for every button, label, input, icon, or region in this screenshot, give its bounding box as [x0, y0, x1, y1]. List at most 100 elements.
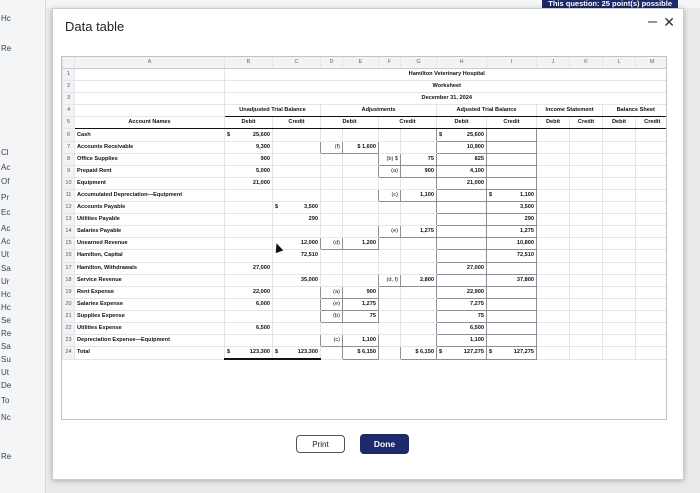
table-row: 15 Unearned Revenue 12,000 (d) 1,200 10,800: [62, 237, 666, 251]
amount: 10,900: [466, 143, 484, 150]
adjusted-debit: [436, 201, 487, 215]
empty-cell: [536, 334, 570, 348]
report-name: Worksheet: [224, 80, 666, 94]
column-header: B: [224, 57, 273, 69]
empty-cell: [569, 298, 603, 311]
empty-cell: [569, 249, 603, 263]
adjusted-debit: [436, 273, 487, 287]
empty-cell: [536, 298, 570, 311]
cell: [74, 92, 225, 106]
unadjusted-credit: [272, 334, 321, 348]
background-side-label: Hc: [1, 290, 11, 299]
account-name: Rent Expense: [74, 286, 225, 299]
done-button[interactable]: Done: [360, 434, 409, 454]
debit-header: Debit: [436, 116, 487, 130]
adjustment-debit-ref: [320, 201, 343, 215]
unadjusted-credit: [272, 262, 321, 275]
amount: 290: [308, 216, 318, 223]
adjustment-debit: [342, 201, 379, 215]
table-row: 7 Accounts Receivable 9,300 (f) $ 1,600 10,90…: [62, 140, 666, 154]
close-icon[interactable]: ✕: [663, 14, 675, 30]
amount: 21,000: [466, 179, 484, 186]
amount: 127,275: [463, 349, 484, 356]
adjusted-debit: $127,275: [436, 346, 487, 360]
adjusted-debit: 825: [436, 152, 487, 166]
empty-cell: [536, 262, 570, 275]
column-header: G: [400, 57, 437, 69]
adjusted-debit: [436, 225, 487, 239]
background-side-label: Ec: [1, 208, 11, 217]
adjusted-credit: [486, 297, 537, 311]
currency-symbol: $: [489, 191, 493, 198]
adjustment-debit: 75: [342, 309, 379, 323]
empty-cell: [569, 201, 603, 215]
unadjusted-credit: $3,500: [272, 201, 321, 215]
empty-cell: [635, 177, 666, 190]
amount: 6,500: [470, 325, 484, 332]
row-number: 1: [62, 68, 75, 82]
table-row: 5 Account Names Debit Credit Debit Credit Debi…: [62, 116, 666, 130]
empty-cell: [536, 165, 570, 178]
empty-cell: [536, 153, 570, 166]
adjusted-credit: [486, 152, 537, 166]
account-name: Utilities Payable: [74, 213, 225, 227]
table-row: 20 Salaries Expense 6,000 (e) 1,275 7,275: [62, 297, 666, 311]
empty-cell: [569, 286, 603, 299]
background-side-label: Pr: [1, 193, 9, 202]
table-row: 24 Total $123,300 $123,300 $ 6,150 $ 6,150 $12…: [62, 346, 666, 361]
adjustment-credit: [400, 334, 437, 348]
empty-cell: [569, 334, 603, 348]
debit-header: Debit: [224, 116, 273, 130]
background-side-label: Ut: [1, 250, 9, 259]
background-side-label: Hc: [1, 303, 11, 312]
adjusted-credit: [486, 321, 537, 336]
credit-header: Credit: [486, 116, 537, 130]
account-names-header: Account Names: [74, 116, 225, 130]
debit-header: Debit: [602, 116, 636, 130]
unadjusted-debit: 6,000: [224, 298, 273, 311]
adjusted-debit: [436, 237, 487, 251]
adjustment-credit-ref: [378, 262, 401, 275]
row-number: 19: [62, 286, 75, 299]
empty-cell: [602, 177, 636, 190]
account-name: Office Supplies: [74, 153, 225, 166]
adjustment-debit-ref: (a): [320, 285, 343, 299]
row-number: 20: [62, 298, 75, 311]
adjustment-debit-ref: (e): [320, 297, 343, 311]
table-row: 3 December 31, 2024: [62, 92, 666, 106]
unadjusted-credit: 290: [272, 213, 321, 227]
adjustment-debit: [342, 189, 379, 203]
adjustment-credit: [400, 213, 437, 227]
table-row: 2 Worksheet: [62, 80, 666, 94]
background-side-label: Se: [1, 316, 11, 325]
adjusted-debit: [436, 213, 487, 227]
company-name: Hamilton Veterinary Hospital: [224, 68, 666, 82]
empty-cell: [569, 177, 603, 190]
adjusted-credit: 72,510: [486, 249, 537, 263]
empty-cell: [602, 298, 636, 311]
empty-cell: [536, 249, 570, 263]
empty-cell: [635, 249, 666, 263]
print-button[interactable]: Print: [296, 435, 345, 453]
adjustment-debit: [342, 177, 379, 190]
adjustment-debit: [342, 225, 379, 239]
adjusted-credit: [486, 164, 537, 178]
empty-cell: [635, 322, 666, 336]
adjustment-credit: [400, 201, 437, 215]
row-number: 17: [62, 262, 75, 275]
unadjusted-debit: [224, 334, 273, 348]
unadjusted-trial-balance-header: Unadjusted Trial Balance: [224, 104, 321, 118]
empty-cell: [602, 153, 636, 166]
minimize-icon[interactable]: –: [648, 13, 657, 30]
empty-cell: [602, 262, 636, 275]
adjustments-header: Adjustments: [320, 104, 437, 118]
empty-cell: [536, 274, 570, 287]
adjustment-credit-ref: (a): [378, 164, 401, 178]
cell: [74, 68, 225, 82]
adjustment-credit: [400, 237, 437, 251]
background-side-label: Nc: [1, 413, 11, 422]
adjusted-credit: $1,100: [486, 188, 537, 203]
adjustment-debit: [342, 128, 379, 142]
adjustment-debit: [342, 322, 379, 336]
empty-cell: [602, 286, 636, 299]
